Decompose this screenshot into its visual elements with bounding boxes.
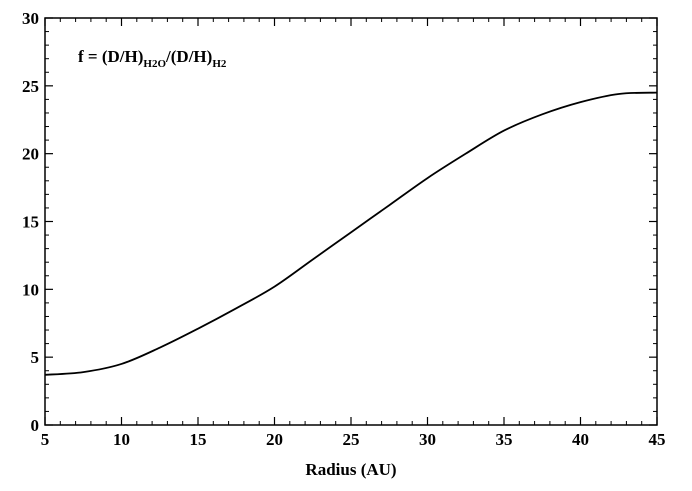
annotation-formula: f = (D/H)H2O/(D/H)H2 <box>78 47 227 70</box>
x-tick-label: 25 <box>343 430 360 449</box>
annotation-middle: /(D/H) <box>165 47 212 66</box>
x-tick-label: 30 <box>419 430 436 449</box>
y-tick-label: 15 <box>22 213 39 232</box>
annotation-sub-h2o: H2O <box>143 58 166 70</box>
x-tick-label: 10 <box>113 430 130 449</box>
series-line-0 <box>44 91 658 376</box>
ticks <box>44 17 658 426</box>
x-tick-label: 15 <box>190 430 207 449</box>
y-tick-label: 20 <box>22 145 39 164</box>
y-tick-label: 10 <box>22 280 39 299</box>
x-tick-label: 45 <box>649 430 666 449</box>
x-axis-title: Radius (AU) <box>305 460 396 479</box>
x-tick-label: 35 <box>496 430 513 449</box>
annotation-sub-h2: H2 <box>212 58 227 70</box>
y-tick-label: 25 <box>22 77 39 96</box>
y-tick-label: 5 <box>31 348 40 367</box>
series-group <box>44 91 658 376</box>
x-tick-label: 5 <box>41 430 50 449</box>
y-tick-label: 30 <box>22 9 39 28</box>
annotation-prefix: f = (D/H) <box>78 47 143 66</box>
x-tick-label: 40 <box>572 430 589 449</box>
x-tick-label: 20 <box>266 430 283 449</box>
y-tick-label: 0 <box>31 416 40 435</box>
plot-frame <box>44 17 658 426</box>
